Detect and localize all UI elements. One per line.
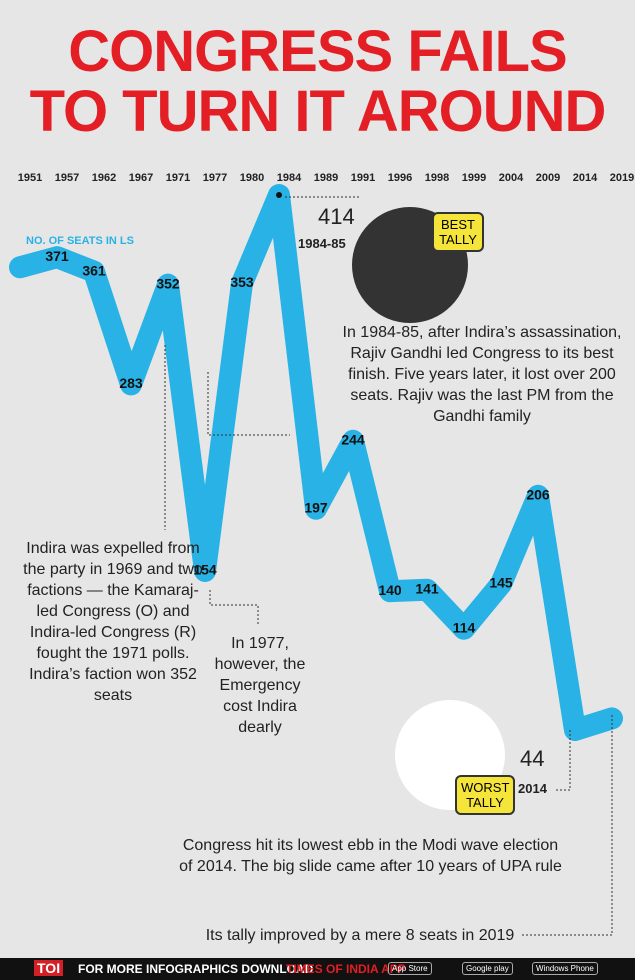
x-tick-label: 1951	[18, 172, 42, 184]
title-line: CONGRESS FAILS	[68, 19, 567, 84]
seats-line	[9, 184, 623, 741]
data-label: 361	[82, 262, 106, 278]
data-label: 114	[453, 619, 476, 635]
x-tick-label: 1957	[55, 172, 79, 184]
footer: TOI FOR MORE INFOGRAPHICS DOWNLOAD TIMES…	[0, 958, 635, 980]
x-tick-label: 1980	[240, 172, 264, 184]
annotation: In 1984-85, after Indira’s assassination…	[342, 324, 622, 425]
x-tick-label: 1991	[351, 172, 375, 184]
x-tick-label: 1967	[129, 172, 153, 184]
annotation: 2014	[518, 781, 547, 796]
x-tick-label: 2004	[499, 172, 524, 184]
x-tick-label: 1984	[277, 172, 302, 184]
badge: BEST TALLY	[432, 212, 484, 252]
guide-lines	[164, 196, 613, 936]
x-tick-label: 1962	[92, 172, 116, 184]
logo: TOI	[34, 960, 64, 976]
x-tick-label: 1989	[314, 172, 338, 184]
x-tick-label: 2014	[573, 172, 598, 184]
data-label: 371	[45, 248, 69, 264]
data-label: 145	[489, 575, 513, 591]
data-label: 141	[415, 580, 439, 596]
annotation: Its tally improved by a mere 8 seats in …	[205, 927, 515, 944]
y-axis-label: NO. OF SEATS IN LS	[26, 235, 134, 247]
data-label: 283	[119, 375, 143, 391]
title-line: TO TURN IT AROUND	[29, 79, 607, 144]
x-tick-label: 2019	[610, 172, 634, 184]
x-tick-label: 1971	[166, 172, 190, 184]
x-tick-label: 1977	[203, 172, 227, 184]
annotation: Indira was expelled from the party in 19…	[23, 540, 203, 704]
data-label: 353	[230, 274, 254, 290]
data-label: 352	[156, 275, 180, 291]
annotation: In 1977, however, the Emergency cost Ind…	[214, 635, 306, 736]
footer-app: TIMES OF INDIA APP	[286, 962, 406, 976]
peak-value: 414	[318, 204, 355, 229]
data-label: 154	[193, 562, 217, 578]
x-tick-label: 1996	[388, 172, 412, 184]
data-label: 244	[341, 432, 365, 448]
annotation: 1984-85	[298, 236, 346, 251]
data-label: 206	[526, 486, 550, 502]
badge: WORST TALLY	[455, 775, 515, 815]
x-tick-label: 2009	[536, 172, 560, 184]
store-badge[interactable]: Windows Phone	[532, 962, 598, 975]
peak-dot	[276, 192, 282, 198]
x-tick-label: 1999	[462, 172, 486, 184]
low-value: 44	[520, 746, 544, 771]
data-label: 140	[378, 582, 402, 598]
store-badge[interactable]: Google play	[462, 962, 513, 975]
x-tick-label: 1998	[425, 172, 449, 184]
annotation: Congress hit its lowest ebb in the Modi …	[179, 837, 562, 875]
data-label: 197	[304, 499, 328, 515]
footer-text: FOR MORE INFOGRAPHICS DOWNLOAD	[78, 962, 314, 976]
store-badge[interactable]: App Store	[388, 962, 432, 975]
